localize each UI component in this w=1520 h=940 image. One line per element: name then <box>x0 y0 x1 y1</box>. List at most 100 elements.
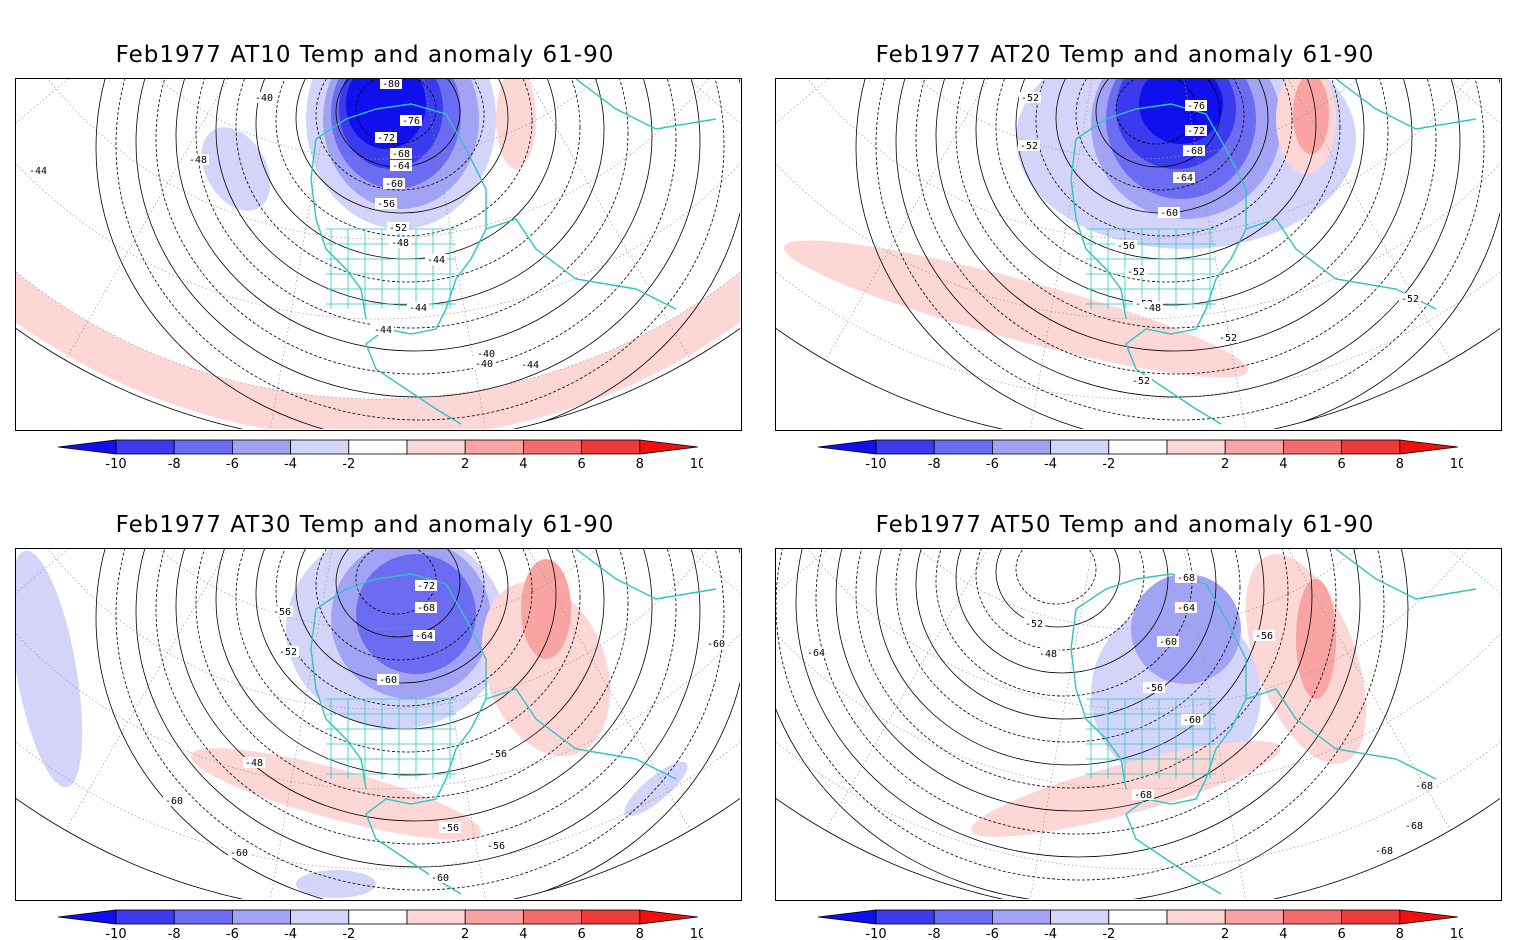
contour-label-text: -60 <box>230 848 248 859</box>
temperature-contour <box>835 549 1313 812</box>
colorbar-segment <box>933 909 993 925</box>
colorbar-tick-label: -4 <box>1044 457 1057 469</box>
colorbar: -10 -8 -6 -4 -2 2 4 6 8 10 <box>818 439 1463 469</box>
colorbar-arrow-left <box>58 439 117 455</box>
colorbar-segment <box>1282 909 1342 925</box>
temperature-contour <box>355 549 437 615</box>
contour-label-text: -60 <box>385 179 403 190</box>
map-svg: -76-72-68-64-60-56-52-52-48-52-52-52-52-… <box>776 79 1500 429</box>
contour-label: -68 <box>1175 572 1197 584</box>
colorbar-segment <box>348 909 408 925</box>
temperature-contour <box>1035 79 1293 237</box>
latitude-line <box>776 79 1500 320</box>
longitude-line <box>1016 79 1094 429</box>
contour-label-text: -60 <box>1183 715 1201 726</box>
contour-label-bg <box>705 638 727 649</box>
contour-label-text: -44 <box>521 360 539 371</box>
temperature-contour <box>275 549 533 707</box>
contour-label-bg <box>27 165 49 176</box>
contour-label-bg <box>1185 100 1207 111</box>
temperature-contour <box>1075 79 1245 191</box>
contour-label-text: -56 <box>441 823 459 834</box>
anomaly-fill <box>201 127 271 211</box>
contour-label: -56 <box>375 198 397 210</box>
contour-label: -48 <box>243 757 265 769</box>
colorbar: -10 -8 -6 -4 -2 2 4 6 8 10 <box>818 909 1463 939</box>
contour-label-text: -40 <box>255 93 273 104</box>
temperature-contour <box>776 549 1409 899</box>
temperature-contour <box>815 549 1337 835</box>
colorbar-segment <box>1224 439 1284 455</box>
contour-label-bg <box>372 324 394 335</box>
temperature-contour <box>915 549 1217 720</box>
contour-label: -52 <box>1023 618 1045 630</box>
longitude-line <box>27 79 249 426</box>
map-layer <box>16 549 740 899</box>
contour-label: -60 <box>1181 714 1203 726</box>
contour-label: -60 <box>228 847 250 859</box>
contour-label-bg <box>519 359 541 370</box>
contour-label-text: -52 <box>1020 141 1038 152</box>
contour-label: -44 <box>519 359 541 371</box>
contour-label-bg <box>1175 572 1197 583</box>
contour-label: -44 <box>372 324 394 336</box>
contour-label-bg <box>1413 780 1435 791</box>
coastline <box>1070 79 1477 425</box>
contour-label: -52 <box>1019 92 1041 104</box>
contour-label-text: -64 <box>392 161 410 172</box>
anomaly-fill <box>624 761 688 817</box>
contour-label: -76 <box>400 115 422 127</box>
colorbar-segment <box>173 439 233 455</box>
temperature-contour <box>855 79 1500 429</box>
contour-label-text: -48 <box>1039 649 1057 660</box>
temperature-contour <box>855 549 1289 789</box>
contour-label-bg <box>1181 714 1203 725</box>
map-frame: -80 -76 -72 -68 -64 -60 -56 -52 -48 -44 -40 -48 -44 -… <box>15 78 742 431</box>
contour-label: -56 <box>485 840 507 852</box>
contour-label-text: -76 <box>402 116 420 127</box>
colorbar-tick-label: -8 <box>928 927 941 939</box>
contour-label: -56 <box>1115 240 1137 252</box>
temperature-contour <box>175 79 653 352</box>
colorbar-tick-label: -6 <box>986 927 999 939</box>
colorbar-tick-label: -8 <box>928 457 941 469</box>
contour-label-bg <box>1183 145 1205 156</box>
contour-label: -68 <box>1183 145 1205 157</box>
contour-label-text: -52 <box>279 647 297 658</box>
contour-label: -60 <box>1157 636 1179 648</box>
anomaly-fill <box>521 559 571 659</box>
colorbar-tick-label: -6 <box>986 457 999 469</box>
contour-label-text: -68 <box>1415 781 1433 792</box>
colorbar-segment <box>522 909 582 925</box>
contour-label-bg <box>228 847 250 858</box>
longitude-line <box>1336 79 1500 270</box>
colorbar-segment <box>1108 909 1168 925</box>
contour-label-text: -48 <box>189 155 207 166</box>
map-layer <box>16 79 740 429</box>
colorbar-segment <box>1108 439 1168 455</box>
temperature-contour <box>1015 549 1097 605</box>
anomaly-fill <box>481 581 611 757</box>
colorbar-tick-label: -2 <box>342 457 355 469</box>
longitude-line <box>1267 549 1489 896</box>
contour-label: -48 <box>389 237 411 249</box>
contour-label: -52 <box>1018 140 1040 152</box>
contour-label-text: -52 <box>1127 267 1145 278</box>
colorbar-tick-label: -10 <box>865 927 886 939</box>
contour-label-bg <box>485 840 507 851</box>
colorbar: -10 -8 -6 -4 -2 2 4 6 8 10 <box>58 439 703 469</box>
contour-label-text: -44 <box>427 255 445 266</box>
contour-label-bg <box>1018 140 1040 151</box>
contour-label-bg <box>377 674 399 685</box>
colorbar-tick-label: 10 <box>690 927 703 939</box>
contour-label: -68 <box>390 148 412 160</box>
contour-label: -60 <box>429 872 451 884</box>
contour-label-bg <box>487 748 509 759</box>
contour-label-text: -48 <box>391 238 409 249</box>
temperature-contour <box>315 79 485 191</box>
contour-label: -68 <box>1413 780 1435 792</box>
contour-label-text: -64 <box>1177 603 1195 614</box>
contour-label: -52 <box>1217 332 1239 344</box>
contour-label-bg <box>1115 240 1137 251</box>
colorbar-segment <box>1341 909 1401 925</box>
